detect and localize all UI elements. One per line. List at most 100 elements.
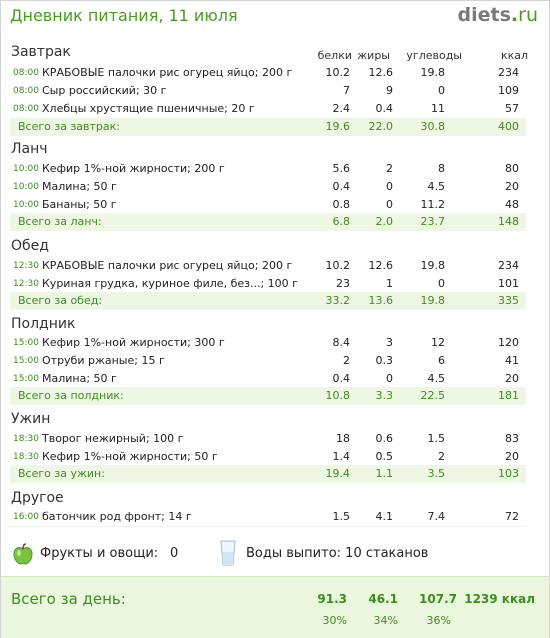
day-total-kcal: 1239 ккал bbox=[464, 592, 535, 606]
item-time: 10:00 bbox=[13, 182, 39, 192]
item-name: Кефир 1%-ной жирности; 300 г bbox=[42, 336, 225, 349]
item-time: 08:00 bbox=[13, 86, 39, 96]
day-total-carbs: 107.7 bbox=[419, 592, 457, 606]
column-carbs: углеводы bbox=[406, 49, 462, 62]
item-protein: 0.4 bbox=[332, 180, 351, 193]
site-logo[interactable]: diets.ru bbox=[458, 4, 538, 26]
item-time: 18:30 bbox=[13, 434, 39, 444]
item-name: Бананы; 50 г bbox=[42, 198, 117, 211]
total-kcal: 335 bbox=[498, 294, 519, 307]
item-time: 18:30 bbox=[13, 452, 39, 462]
item-carbs: 11.2 bbox=[420, 198, 446, 211]
item-carbs: 1.5 bbox=[427, 432, 446, 445]
column-fat: жиры bbox=[357, 49, 390, 62]
meal-total-row: Всего за ланч: 6.8 2.0 23.7 148 bbox=[10, 213, 526, 231]
item-protein: 1.5 bbox=[332, 510, 351, 523]
item-fat: 1 bbox=[386, 277, 393, 290]
item-time: 16:00 bbox=[13, 512, 39, 522]
table-row[interactable]: 15:00 Отруби ржаные; 15 г 2 0.3 6 41 bbox=[10, 352, 526, 371]
item-carbs: 12 bbox=[431, 336, 445, 349]
item-kcal: 80 bbox=[505, 162, 519, 175]
column-protein: белки bbox=[317, 49, 352, 62]
total-label: Всего за завтрак: bbox=[18, 120, 121, 133]
total-carbs: 19.8 bbox=[420, 294, 446, 307]
item-fat: 0 bbox=[386, 372, 393, 385]
item-kcal: 101 bbox=[498, 277, 519, 290]
item-name: Кефир 1%-ной жирности; 200 г bbox=[42, 162, 225, 175]
column-kcal: ккал bbox=[500, 49, 528, 62]
total-carbs: 30.8 bbox=[420, 120, 446, 133]
table-row[interactable]: 16:00 батончик род фронт; 14 г 1.5 4.1 7… bbox=[10, 508, 526, 527]
table-row[interactable]: 08:00 КРАБОВЫЕ палочки рис огурец яйцо; … bbox=[10, 64, 526, 83]
item-carbs: 6 bbox=[438, 354, 445, 367]
meal-title-breakfast: Завтрак bbox=[11, 44, 71, 60]
item-fat: 9 bbox=[386, 84, 393, 97]
fruits-value: 0 bbox=[170, 546, 179, 561]
item-name: КРАБОВЫЕ палочки рис огурец яйцо; 200 г bbox=[42, 259, 293, 272]
total-fat: 1.1 bbox=[375, 467, 394, 480]
item-fat: 0.4 bbox=[375, 102, 394, 115]
table-row[interactable]: 15:00 Малина; 50 г 0.4 0 4.5 20 bbox=[10, 370, 526, 389]
item-time: 15:00 bbox=[13, 356, 39, 366]
item-kcal: 234 bbox=[498, 66, 519, 79]
water-glass-icon bbox=[220, 540, 236, 570]
table-row[interactable]: 18:30 Творог нежирный; 100 г 18 0.6 1.5 … bbox=[10, 430, 526, 449]
table-row[interactable]: 08:00 Сыр российский; 30 г 7 9 0 109 bbox=[10, 82, 526, 101]
item-name: КРАБОВЫЕ палочки рис огурец яйцо; 200 г bbox=[42, 66, 293, 79]
meal-title-snack: Полдник bbox=[11, 316, 76, 332]
water-label: Воды выпито: 10 стаканов bbox=[246, 546, 429, 561]
item-time: 15:00 bbox=[13, 374, 39, 384]
item-fat: 0 bbox=[386, 198, 393, 211]
item-fat: 4.1 bbox=[375, 510, 394, 523]
meal-total-row: Всего за завтрак: 19.6 22.0 30.8 400 bbox=[10, 118, 526, 136]
meal-title-supper: Ужин bbox=[11, 411, 51, 427]
table-row[interactable]: 08:00 Хлебцы хрустящие пшеничные; 20 г 2… bbox=[10, 100, 526, 119]
table-row[interactable]: 10:00 Кефир 1%-ной жирности; 200 г 5.6 2… bbox=[10, 160, 526, 179]
day-total-protein: 91.3 bbox=[317, 592, 347, 606]
item-name: Куриная грудка, куриное филе, без...; 10… bbox=[42, 277, 298, 290]
item-name: батончик род фронт; 14 г bbox=[42, 510, 192, 523]
item-kcal: 234 bbox=[498, 259, 519, 272]
item-time: 12:30 bbox=[13, 279, 39, 289]
total-protein: 6.8 bbox=[332, 215, 351, 228]
table-row[interactable]: 10:00 Малина; 50 г 0.4 0 4.5 20 bbox=[10, 178, 526, 197]
item-time: 08:00 bbox=[13, 104, 39, 114]
logo-main: diets bbox=[457, 4, 511, 26]
item-protein: 5.6 bbox=[332, 162, 351, 175]
table-row[interactable]: 15:00 Кефир 1%-ной жирности; 300 г 8.4 3… bbox=[10, 334, 526, 353]
item-carbs: 0 bbox=[438, 277, 445, 290]
day-protein-percent: 30% bbox=[322, 614, 347, 627]
table-row[interactable]: 10:00 Бананы; 50 г 0.8 0 11.2 48 bbox=[10, 196, 526, 215]
item-kcal: 83 bbox=[505, 432, 519, 445]
item-protein: 2.4 bbox=[332, 102, 351, 115]
item-time: 10:00 bbox=[13, 164, 39, 174]
total-label: Всего за ужин: bbox=[18, 467, 105, 480]
item-protein: 23 bbox=[336, 277, 350, 290]
total-carbs: 22.5 bbox=[420, 389, 446, 402]
logo-dot: . bbox=[510, 4, 519, 26]
item-kcal: 20 bbox=[505, 372, 519, 385]
extras-bar: Фрукты и овощи: 0 Воды выпито: 10 стакан… bbox=[10, 540, 530, 570]
item-carbs: 7.4 bbox=[427, 510, 446, 523]
total-kcal: 400 bbox=[498, 120, 519, 133]
item-fat: 0 bbox=[386, 180, 393, 193]
total-protein: 19.4 bbox=[325, 467, 351, 480]
table-row[interactable]: 12:30 КРАБОВЫЕ палочки рис огурец яйцо; … bbox=[10, 257, 526, 276]
item-kcal: 72 bbox=[505, 510, 519, 523]
item-kcal: 20 bbox=[505, 180, 519, 193]
item-carbs: 8 bbox=[438, 162, 445, 175]
item-name: Малина; 50 г bbox=[42, 180, 117, 193]
item-fat: 0.5 bbox=[375, 450, 394, 463]
item-carbs: 19.8 bbox=[420, 66, 446, 79]
item-kcal: 20 bbox=[505, 450, 519, 463]
total-protein: 33.2 bbox=[325, 294, 351, 307]
meal-total-row: Всего за ужин: 19.4 1.1 3.5 103 bbox=[10, 465, 526, 483]
item-protein: 18 bbox=[336, 432, 350, 445]
item-carbs: 11 bbox=[431, 102, 445, 115]
item-kcal: 57 bbox=[505, 102, 519, 115]
green-apple-icon bbox=[12, 543, 34, 569]
page-title: Дневник питания, 11 июля bbox=[10, 6, 238, 25]
item-fat: 2 bbox=[386, 162, 393, 175]
meal-title-dinner: Обед bbox=[11, 238, 49, 254]
item-name: Творог нежирный; 100 г bbox=[42, 432, 184, 445]
